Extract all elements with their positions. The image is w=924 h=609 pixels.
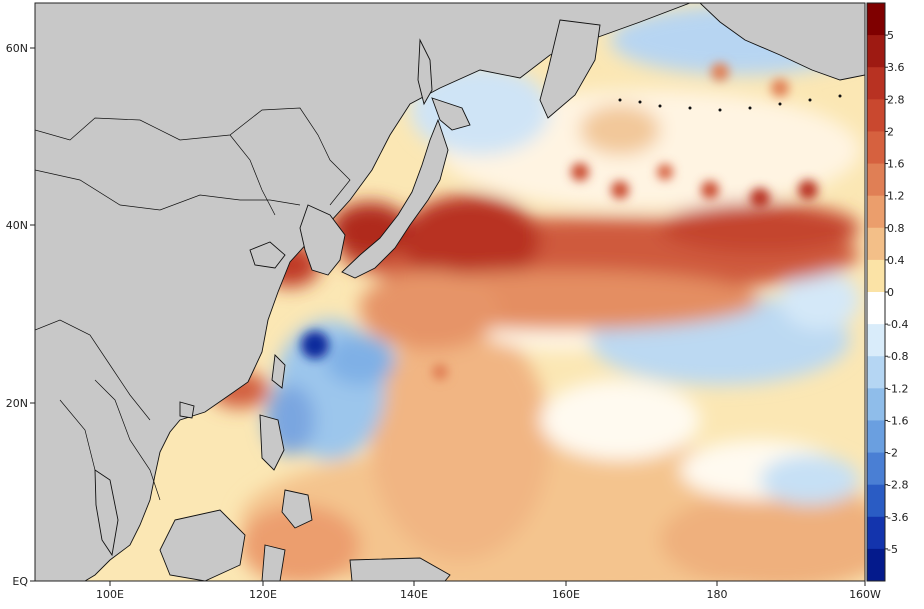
aleutian-islands	[618, 94, 842, 112]
colorbar-segment	[867, 163, 885, 197]
lon-tick-label: 120E	[249, 588, 277, 601]
colorbar-label: -0.8	[887, 350, 908, 363]
map-panel	[35, 3, 865, 581]
colorbar-segment	[867, 35, 885, 68]
country-borders	[35, 107, 351, 501]
hainan	[179, 401, 195, 419]
colorbar-segment	[867, 3, 885, 36]
colorbar: 5 3.6 2.8 2 1.6 1.2 0.8 0.4 0 -0.4 -0.8 -1.2 -1.6 -2 -…	[866, 2, 908, 582]
colorbar-segment	[867, 484, 885, 518]
colorbar-label: 2.8	[887, 93, 905, 106]
taiwan	[271, 354, 286, 389]
malay-peninsula	[94, 469, 119, 557]
japan-hokkaido	[431, 97, 471, 131]
shandong	[249, 241, 286, 269]
colorbar-segment	[867, 452, 885, 486]
colorbar-segment	[867, 227, 885, 261]
korea	[299, 204, 346, 276]
lat-tick-label: 60N	[6, 42, 28, 55]
colorbar-label: -3.6	[887, 511, 908, 524]
borneo	[159, 509, 246, 581]
colorbar-segment	[867, 420, 885, 454]
colorbar-label: -5	[887, 543, 898, 556]
colorbar-segment	[867, 388, 885, 421]
new-guinea	[349, 557, 451, 581]
colorbar-segment	[867, 516, 885, 550]
lon-tick-label: 160E	[552, 588, 580, 601]
lat-axis	[30, 47, 35, 582]
anomaly-spots	[301, 63, 818, 380]
lat-tick-label: 20N	[6, 397, 28, 410]
colorbar-segment	[867, 292, 885, 325]
sulawesi	[261, 544, 286, 581]
colorbar-segment	[867, 195, 885, 229]
colorbar-label: 2	[887, 125, 894, 138]
colorbar-label: -1.6	[887, 414, 908, 427]
colorbar-label: 0	[887, 286, 894, 299]
lon-tick-label: 160W	[849, 588, 881, 601]
colorbar-label: 1.2	[887, 190, 905, 203]
kamchatka	[539, 19, 601, 119]
colorbar-segment	[867, 67, 885, 100]
colorbar-label: 1.6	[887, 158, 905, 171]
colorbar-segment	[867, 259, 885, 293]
alaska	[699, 3, 865, 81]
colorbar-label: 0.8	[887, 222, 905, 235]
lon-axis	[109, 581, 866, 586]
colorbar-segment	[867, 548, 885, 582]
colorbar-segment	[867, 99, 885, 132]
luzon	[259, 414, 285, 471]
lat-tick-label: 40N	[6, 219, 28, 232]
colorbar-label: -2.8	[887, 479, 908, 492]
land	[35, 3, 865, 581]
colorbar-label: -0.4	[887, 318, 908, 331]
sakhalin	[417, 38, 433, 106]
lat-tick-label: EQ	[12, 575, 28, 588]
colorbar-label: -1.2	[887, 382, 908, 395]
map-frame	[34, 2, 866, 582]
anomaly-field	[210, 5, 865, 581]
colorbar-label: 5	[887, 29, 894, 42]
colorbar-label: 0.4	[887, 254, 905, 267]
lon-tick-label: 100E	[96, 588, 124, 601]
mindanao	[281, 489, 313, 529]
asia-landmass	[35, 3, 691, 581]
colorbar-segment	[867, 356, 885, 389]
japan-honshu	[341, 118, 449, 279]
lon-tick-label: 140E	[400, 588, 428, 601]
colorbar-segment	[867, 131, 885, 165]
colorbar-segment	[867, 324, 885, 357]
colorbar-label: -2	[887, 447, 898, 460]
colorbar-label: 3.6	[887, 61, 905, 74]
lon-tick-label: 180	[707, 588, 728, 601]
